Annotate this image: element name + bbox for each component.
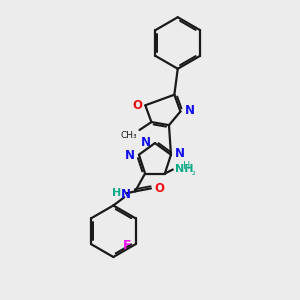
Text: H: H <box>183 160 190 171</box>
Text: CH₃: CH₃ <box>121 131 137 140</box>
Text: F: F <box>123 238 132 252</box>
Text: NH: NH <box>175 164 193 174</box>
Text: N: N <box>184 104 194 117</box>
Text: O: O <box>132 99 142 112</box>
Text: N: N <box>141 136 151 148</box>
Text: N: N <box>125 149 135 162</box>
Text: N: N <box>175 147 185 160</box>
Text: O: O <box>154 182 164 195</box>
Text: ₂: ₂ <box>192 167 196 177</box>
Text: H: H <box>112 188 121 198</box>
Text: N: N <box>121 188 131 201</box>
